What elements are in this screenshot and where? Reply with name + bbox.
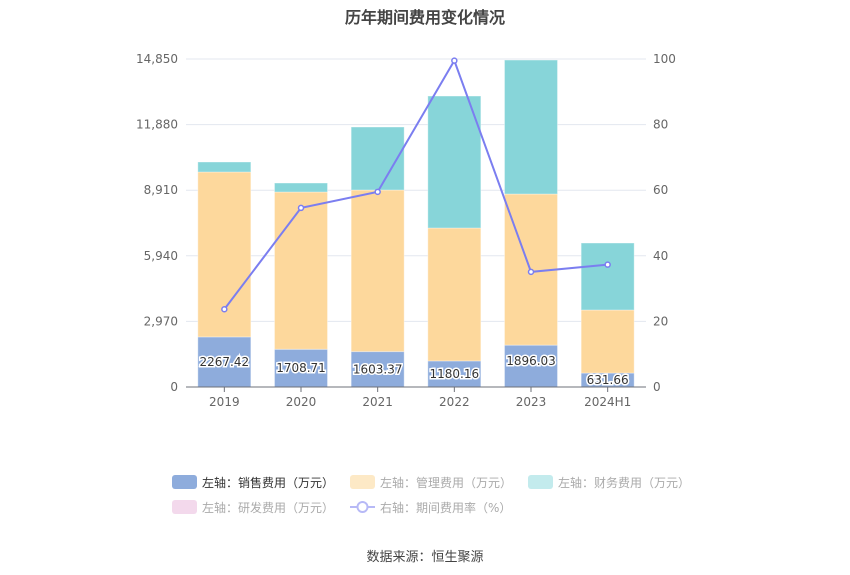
right-tick-label: 0: [653, 380, 661, 394]
right-tick-label: 80: [653, 118, 668, 132]
right-tick-label: 40: [653, 249, 668, 263]
rate-point: [297, 204, 305, 212]
bar-segment-1: [274, 191, 328, 350]
bar-labels: 2267.42 1708.71 1603.37 1180.16 1896.03 631.6…: [198, 353, 630, 389]
bar-segment-2: [197, 161, 252, 173]
x-tick-label: 2021: [362, 395, 393, 409]
legend: 左轴：销售费用（万元） 左轴：管理费用（万元） 左轴：财务费用（万元） 左轴：研…: [172, 474, 706, 524]
chart-plot: 0 2,970 5,940 8,910 11,880 14,850 0 20 40 60 80 10…: [136, 52, 676, 409]
rate-point: [221, 306, 228, 313]
x-tick-label: 2024H1: [584, 395, 631, 409]
x-axis: 2019 2020 2021 2022 2023 2024H1: [186, 386, 646, 409]
left-tick-label: 2,970: [144, 314, 178, 328]
rate-line: [221, 57, 611, 313]
bar-value-label: 1708.71: [276, 361, 326, 375]
legend-label: 左轴：研发费用（万元）: [202, 500, 335, 515]
legend-swatch-sales: [172, 475, 197, 489]
bar-value-label: 1180.16: [430, 367, 480, 381]
bar-segment-2: [504, 59, 558, 195]
bar-segment-0: [427, 360, 482, 388]
bar-segment-0: [274, 348, 328, 388]
bar-segment-2: [274, 182, 328, 193]
right-tick-label: 100: [653, 52, 676, 66]
bar-segment-1: [580, 309, 635, 374]
right-tick-label: 60: [653, 183, 668, 197]
legend-item-finance[interactable]: 左轴：财务费用（万元）: [528, 474, 690, 491]
bar-segment-0: [504, 344, 558, 388]
bar-value-label: 1896.03: [506, 354, 556, 368]
bar-segment-2: [427, 95, 482, 229]
legend-label: 右轴：期间费用率（%）: [380, 500, 512, 515]
rate-line-path: [223, 58, 608, 310]
legend-label: 左轴：销售费用（万元）: [202, 475, 335, 490]
bar-value-label: 1603.37: [353, 362, 403, 376]
rate-point: [527, 268, 535, 276]
left-tick-label: 11,880: [136, 118, 178, 132]
left-axis-ticks: 0 2,970 5,940 8,910 11,880 14,850: [136, 52, 178, 394]
grid-lines: [186, 58, 646, 322]
legend-item-rd[interactable]: 左轴：研发费用（万元）: [172, 499, 334, 516]
x-tick-label: 2020: [286, 395, 317, 409]
legend-swatch-finance: [528, 475, 554, 489]
legend-label: 左轴：财务费用（万元）: [558, 475, 691, 490]
legend-item-rate[interactable]: 右轴：期间费用率（%）: [350, 499, 511, 516]
legend-swatch-admin: [350, 475, 376, 489]
legend-label: 左轴：管理费用（万元）: [380, 475, 513, 490]
data-source: 数据来源：恒生聚源: [366, 550, 484, 565]
rate-point: [451, 57, 458, 64]
legend-swatch-rd: [172, 500, 197, 514]
bars: [197, 59, 635, 388]
legend-item-sales[interactable]: 左轴：销售费用（万元）: [172, 474, 334, 491]
chart-title: 历年期间费用变化情况: [344, 8, 505, 27]
legend-item-admin[interactable]: 左轴：管理费用（万元）: [350, 474, 512, 491]
right-axis-ticks: 0 20 40 60 80 100: [653, 52, 676, 394]
left-tick-label: 14,850: [136, 52, 178, 66]
x-tick-label: 2022: [439, 395, 470, 409]
x-tick-label: 2019: [209, 395, 240, 409]
bar-segment-0: [350, 351, 405, 388]
bar-segment-2: [350, 126, 405, 191]
rate-point: [374, 188, 381, 196]
bar-value-label: 631.66: [587, 373, 629, 387]
bar-segment-1: [350, 189, 405, 353]
left-tick-label: 8,910: [144, 183, 178, 197]
legend-line-circle-icon: [350, 501, 376, 513]
x-tick-label: 2023: [516, 395, 547, 409]
bar-segment-1: [427, 227, 482, 362]
bar-segment-2: [580, 242, 635, 311]
right-tick-label: 20: [653, 314, 668, 328]
left-tick-label: 5,940: [144, 249, 178, 263]
left-tick-label: 0: [170, 380, 178, 394]
bar-segment-0: [197, 336, 252, 388]
bar-value-label: 2267.42: [200, 355, 250, 369]
rate-point: [604, 261, 611, 268]
